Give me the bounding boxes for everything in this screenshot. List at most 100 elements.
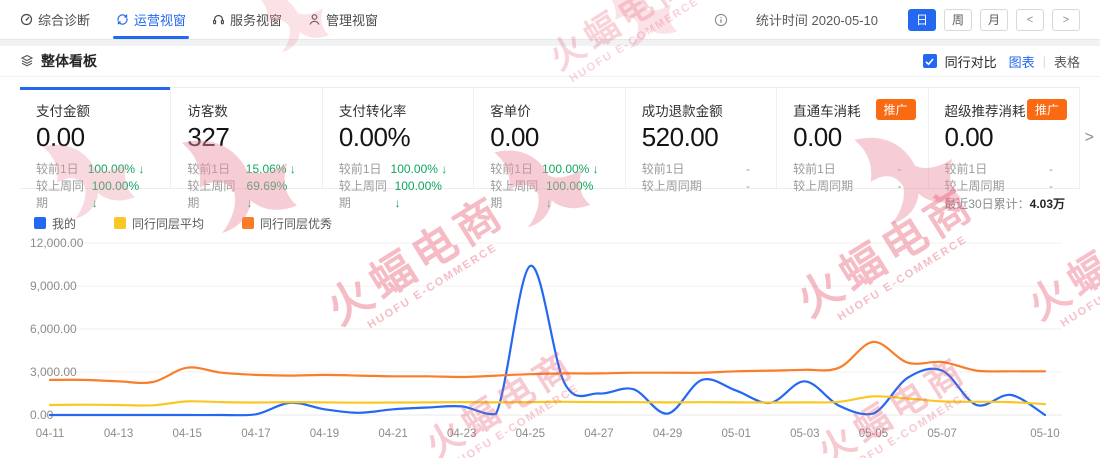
tab-label: 运营视窗 xyxy=(134,13,187,28)
headset-icon xyxy=(213,14,225,25)
trend-line-chart: 0.00 3,000.00 6,000.00 9,000.00 12,000.00 04-… xyxy=(30,236,1062,440)
legend-swatch xyxy=(242,217,255,229)
nav-tabs: 综合诊断 运营视窗 服务视窗 管理视窗 xyxy=(20,0,378,39)
x-axis-label: 05-10 xyxy=(1030,428,1059,440)
compare-value: 100.00% xyxy=(92,178,145,212)
view-chart-toggle[interactable]: 图表 xyxy=(1008,54,1035,70)
last-30d-total: 4.03万 xyxy=(1029,197,1065,211)
compare-value: - xyxy=(1048,162,1053,176)
kpi-value: 0.00 xyxy=(793,122,842,152)
compare-value: 100.00% xyxy=(542,161,599,178)
kpi-title: 成功退款金额 xyxy=(641,104,723,119)
compare-value: 100.00% xyxy=(88,161,145,178)
compare-label: 较前1日 xyxy=(944,162,988,176)
tab-label: 综合诊断 xyxy=(38,13,91,28)
compare-label: 较前1日 xyxy=(338,162,382,176)
tab-label: 服务视窗 xyxy=(230,13,283,28)
period-day-button[interactable]: 日 xyxy=(908,8,936,31)
stat-time: 统计时间 2020-05-10 xyxy=(755,13,879,28)
info-icon[interactable] xyxy=(714,13,728,27)
sync-icon xyxy=(117,14,128,25)
kpi-title: 支付金额 xyxy=(36,104,90,119)
x-axis-label: 04-17 xyxy=(241,428,270,440)
x-axis-label: 04-11 xyxy=(36,428,65,440)
x-axis-label: 04-19 xyxy=(310,428,339,440)
tab-operations-view[interactable]: 运营视窗 xyxy=(113,0,190,39)
kpi-card-refund-amount[interactable]: 成功退款金额 520.00 较前1日 - 较上周同期 - xyxy=(625,88,778,193)
promotion-badge[interactable]: 推广 xyxy=(875,99,916,120)
promotion-badge[interactable]: 推广 xyxy=(1026,99,1067,120)
compare-value: - xyxy=(897,162,902,176)
kpi-value: 327 xyxy=(187,122,230,152)
compare-label: 较上周同期 xyxy=(793,179,854,193)
compare-label: 较上周同期 xyxy=(36,179,85,210)
x-axis-label: 04-13 xyxy=(104,428,133,440)
last-30d-summary: 最近30日累计：4.03万 xyxy=(944,197,1065,211)
kpi-value: 0.00 xyxy=(944,122,994,152)
tab-service-view[interactable]: 服务视窗 xyxy=(212,0,282,39)
compare-label: 较前1日 xyxy=(641,162,685,176)
legend-item-peer-average[interactable]: 同行同层平均 xyxy=(114,215,204,232)
compare-value: - xyxy=(897,179,902,193)
kpi-value: 0.00% xyxy=(338,122,411,152)
section-title: 整体看板 xyxy=(20,51,97,71)
period-week-button[interactable]: 周 xyxy=(944,8,972,31)
kpi-card-visitors[interactable]: 访客数 327 较前1日 15.06% 较上周同期 69.69% xyxy=(171,88,323,210)
x-axis-label: 04-29 xyxy=(653,428,682,440)
x-axis-label: 05-05 xyxy=(859,428,888,440)
compare-label: 较前1日 xyxy=(490,162,533,176)
top-nav-right: 统计时间 2020-05-10 日 周 月 < > xyxy=(714,8,1080,31)
x-axis-label: 04-15 xyxy=(172,428,201,440)
compare-label: 较上周同期 xyxy=(944,179,1005,193)
compare-label: 较上周同期 xyxy=(490,179,539,210)
kpi-title: 直通车消耗 xyxy=(793,104,861,119)
x-axis-label: 04-23 xyxy=(447,428,476,440)
kpi-card-super-recommend-spend[interactable]: 超级推荐消耗 推广 0.00 较前1日 - 较上周同期 - xyxy=(928,88,1080,193)
legend-item-peer-best[interactable]: 同行同层优秀 xyxy=(242,215,332,232)
tab-management-view[interactable]: 管理视窗 xyxy=(308,0,378,39)
check-icon xyxy=(925,57,934,65)
stat-date: 2020-05-10 xyxy=(811,13,879,28)
person-icon xyxy=(309,14,320,25)
next-date-button[interactable]: > xyxy=(1052,8,1080,31)
x-axis-label: 04-25 xyxy=(516,428,545,440)
y-axis-label: 12,000.00 xyxy=(30,236,84,250)
kpi-title: 客单价 xyxy=(490,104,531,119)
y-axis-label: 6,000.00 xyxy=(30,322,77,336)
compare-value: 69.69% xyxy=(247,178,296,212)
compare-label: 较上周同期 xyxy=(338,179,387,210)
tab-comprehensive-diagnosis[interactable]: 综合诊断 xyxy=(20,0,90,39)
y-axis-label: 3,000.00 xyxy=(30,365,77,379)
kpi-title: 超级推荐消耗 xyxy=(944,104,1026,119)
legend-item-mine[interactable]: 我的 xyxy=(34,215,76,232)
period-month-button[interactable]: 月 xyxy=(980,8,1008,31)
chart-legend: 我的 同行同层平均 同行同层优秀 xyxy=(34,215,1100,231)
prev-date-button[interactable]: < xyxy=(1016,8,1044,31)
peer-compare-label: 同行对比 xyxy=(944,54,997,70)
x-axis-label: 04-27 xyxy=(584,428,613,440)
compare-value: 100.00% xyxy=(546,178,599,212)
kpi-card-zhitongche-spend[interactable]: 直通车消耗 推广 0.00 较前1日 - 较上周同期 - xyxy=(777,88,929,193)
x-axis-label: 05-01 xyxy=(721,428,750,440)
tab-label: 管理视窗 xyxy=(326,13,379,28)
compare-value: 100.00% xyxy=(395,178,448,212)
section-controls: 同行对比 图表 | 表格 xyxy=(922,52,1080,71)
legend-swatch xyxy=(114,217,127,229)
compare-value: - xyxy=(1048,179,1053,193)
compare-label: 较前1日 xyxy=(187,162,231,176)
cards-next-chevron[interactable]: > xyxy=(1084,129,1094,146)
top-nav: 综合诊断 运营视窗 服务视窗 管理视窗 统计时间 2020-05-10 日 周 … xyxy=(0,0,1100,40)
diagnosis-gauge-icon xyxy=(20,13,33,26)
series-line-0 xyxy=(48,264,1047,417)
compare-value: - xyxy=(746,162,751,176)
peer-compare-checkbox[interactable] xyxy=(922,54,937,68)
view-table-toggle[interactable]: 表格 xyxy=(1053,54,1080,70)
compare-label: 较前1日 xyxy=(36,162,79,176)
section-header: 整体看板 同行对比 图表 | 表格 xyxy=(0,46,1100,77)
kpi-value: 0.00 xyxy=(490,122,539,152)
compare-value: 15.06% xyxy=(246,161,296,178)
compare-label: 较上周同期 xyxy=(187,179,236,210)
